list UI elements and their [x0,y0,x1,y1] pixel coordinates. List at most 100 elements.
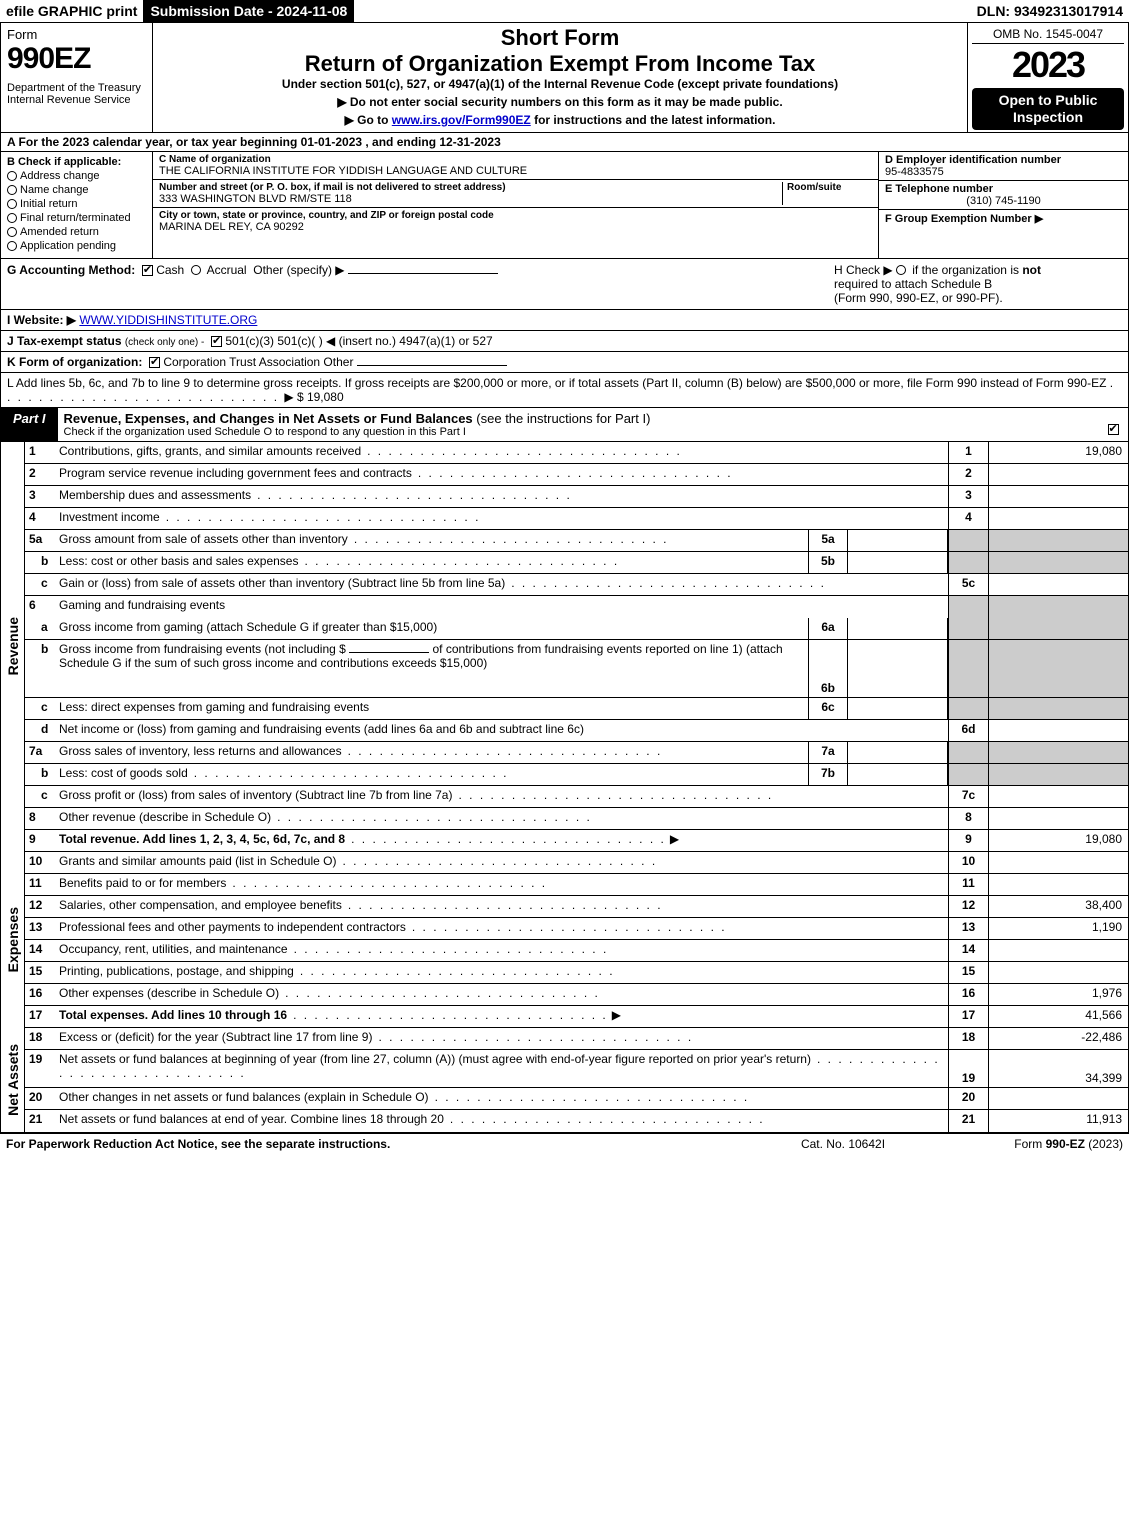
section-b-label: B Check if applicable: [7,156,146,168]
line-4-value [988,508,1128,529]
line-7c: cGross profit or (loss) from sales of in… [25,786,1128,808]
submission-date: Submission Date - 2024-11-08 [144,0,354,22]
section-j: J Tax-exempt status (check only one) - 5… [0,331,1129,352]
line-6a: aGross income from gaming (attach Schedu… [25,618,1128,640]
check-corporation[interactable] [149,357,160,368]
form-ref: Form 990-EZ (2023) [943,1137,1123,1151]
line-6c: cLess: direct expenses from gaming and f… [25,698,1128,720]
section-h: H Check ▶ if the organization is not req… [828,259,1128,309]
line-2-value [988,464,1128,485]
expenses-section: Expenses 10Grants and similar amounts pa… [0,852,1129,1028]
check-cash[interactable] [142,265,153,276]
check-final-return[interactable]: Final return/terminated [7,212,146,224]
cat-number: Cat. No. 10642I [743,1137,943,1151]
line-9: 9Total revenue. Add lines 1, 2, 3, 4, 5c… [25,830,1128,852]
tax-year: 2023 [972,44,1124,86]
top-bar: efile GRAPHIC print Submission Date - 20… [0,0,1129,23]
net-assets-section: Net Assets 18Excess or (deficit) for the… [0,1028,1129,1133]
room-label: Room/suite [787,182,872,193]
check-address-change[interactable]: Address change [7,170,146,182]
line-16: 16Other expenses (describe in Schedule O… [25,984,1128,1006]
section-a: A For the 2023 calendar year, or tax yea… [0,133,1129,152]
line-13: 13Professional fees and other payments t… [25,918,1128,940]
line-6b: bGross income from fundraising events (n… [25,640,1128,698]
line-12-value: 38,400 [988,896,1128,917]
line-18: 18Excess or (deficit) for the year (Subt… [25,1028,1128,1050]
part1-schedule-o-check[interactable] [1098,408,1128,441]
line-14: 14Occupancy, rent, utilities, and mainte… [25,940,1128,962]
form-header: Form 990EZ Department of the Treasury In… [0,23,1129,133]
ein-label: D Employer identification number [885,154,1122,166]
line-7a: 7aGross sales of inventory, less returns… [25,742,1128,764]
ein-value: 95-4833575 [885,166,1122,178]
paperwork-notice: For Paperwork Reduction Act Notice, see … [6,1137,743,1151]
section-g: G Accounting Method: Cash Accrual Other … [1,259,828,309]
line-6d: dNet income or (loss) from gaming and fu… [25,720,1128,742]
revenue-section: Revenue 1Contributions, gifts, grants, a… [0,442,1129,852]
line-10: 10Grants and similar amounts paid (list … [25,852,1128,874]
line-19: 19Net assets or fund balances at beginni… [25,1050,1128,1088]
line-19-value: 34,399 [988,1050,1128,1087]
goto-line: ▶ Go to www.irs.gov/Form990EZ for instru… [159,113,961,127]
form-number: 990EZ [7,42,146,76]
check-accrual[interactable] [191,265,201,275]
irs-link[interactable]: www.irs.gov/Form990EZ [392,113,531,127]
efile-print-label[interactable]: efile GRAPHIC print [0,0,144,22]
gross-receipts: ▶ $ 19,080 [284,390,343,404]
line-1-value: 19,080 [988,442,1128,463]
website-link[interactable]: WWW.YIDDISHINSTITUTE.ORG [79,313,257,327]
org-name-label: C Name of organization [159,154,872,165]
check-application-pending[interactable]: Application pending [7,240,146,252]
main-title: Return of Organization Exempt From Incom… [159,51,961,77]
dln: DLN: 93492313017914 [971,0,1129,22]
line-6: 6Gaming and fundraising events [25,596,1128,618]
netassets-vlabel: Net Assets [1,1028,25,1132]
revenue-vlabel: Revenue [1,442,25,852]
section-gh: G Accounting Method: Cash Accrual Other … [0,259,1129,310]
tel-value: (310) 745-1190 [885,195,1122,207]
line-20: 20Other changes in net assets or fund ba… [25,1088,1128,1110]
section-c: C Name of organization THE CALIFORNIA IN… [153,152,878,258]
section-k: K Form of organization: Corporation Trus… [0,352,1129,373]
ssn-note: ▶ Do not enter social security numbers o… [159,95,961,109]
line-5c: cGain or (loss) from sale of assets othe… [25,574,1128,596]
check-amended-return[interactable]: Amended return [7,226,146,238]
omb-number: OMB No. 1545-0047 [972,25,1124,44]
check-schedule-b[interactable] [896,265,906,275]
check-initial-return[interactable]: Initial return [7,198,146,210]
section-def: D Employer identification number 95-4833… [878,152,1128,258]
irs-label: Internal Revenue Service [7,94,146,106]
line-21: 21Net assets or fund balances at end of … [25,1110,1128,1132]
section-l: L Add lines 5b, 6c, and 7b to line 9 to … [0,373,1129,408]
section-i: I Website: ▶ WWW.YIDDISHINSTITUTE.ORG [0,310,1129,331]
line-5b: bLess: cost or other basis and sales exp… [25,552,1128,574]
line-17-value: 41,566 [988,1006,1128,1027]
group-exemption-label: F Group Exemption Number ▶ [885,212,1122,225]
form-word: Form [7,27,146,42]
line-4: 4Investment income4 [25,508,1128,530]
check-501c3[interactable] [211,336,222,347]
header-center: Short Form Return of Organization Exempt… [153,23,968,132]
line-5a: 5aGross amount from sale of assets other… [25,530,1128,552]
line-8-value [988,808,1128,829]
check-name-change[interactable]: Name change [7,184,146,196]
subtitle: Under section 501(c), 527, or 4947(a)(1)… [159,77,961,91]
line-15: 15Printing, publications, postage, and s… [25,962,1128,984]
section-b: B Check if applicable: Address change Na… [1,152,153,258]
line-7b: bLess: cost of goods sold7b [25,764,1128,786]
expenses-vlabel: Expenses [1,852,25,1028]
org-name: THE CALIFORNIA INSTITUTE FOR YIDDISH LAN… [159,165,872,177]
header-right: OMB No. 1545-0047 2023 Open to Public In… [968,23,1128,132]
part1-header: Part I Revenue, Expenses, and Changes in… [0,408,1129,442]
line-16-value: 1,976 [988,984,1128,1005]
part1-title: Revenue, Expenses, and Changes in Net As… [58,408,1098,441]
line-17: 17Total expenses. Add lines 10 through 1… [25,1006,1128,1028]
line-13-value: 1,190 [988,918,1128,939]
page-footer: For Paperwork Reduction Act Notice, see … [0,1133,1129,1154]
street-value: 333 WASHINGTON BLVD RM/STE 118 [159,193,782,205]
line-9-value: 19,080 [988,830,1128,851]
inspection-box: Open to Public Inspection [972,88,1124,130]
part1-badge: Part I [1,408,58,441]
line-11: 11Benefits paid to or for members11 [25,874,1128,896]
city-value: MARINA DEL REY, CA 90292 [159,221,872,233]
